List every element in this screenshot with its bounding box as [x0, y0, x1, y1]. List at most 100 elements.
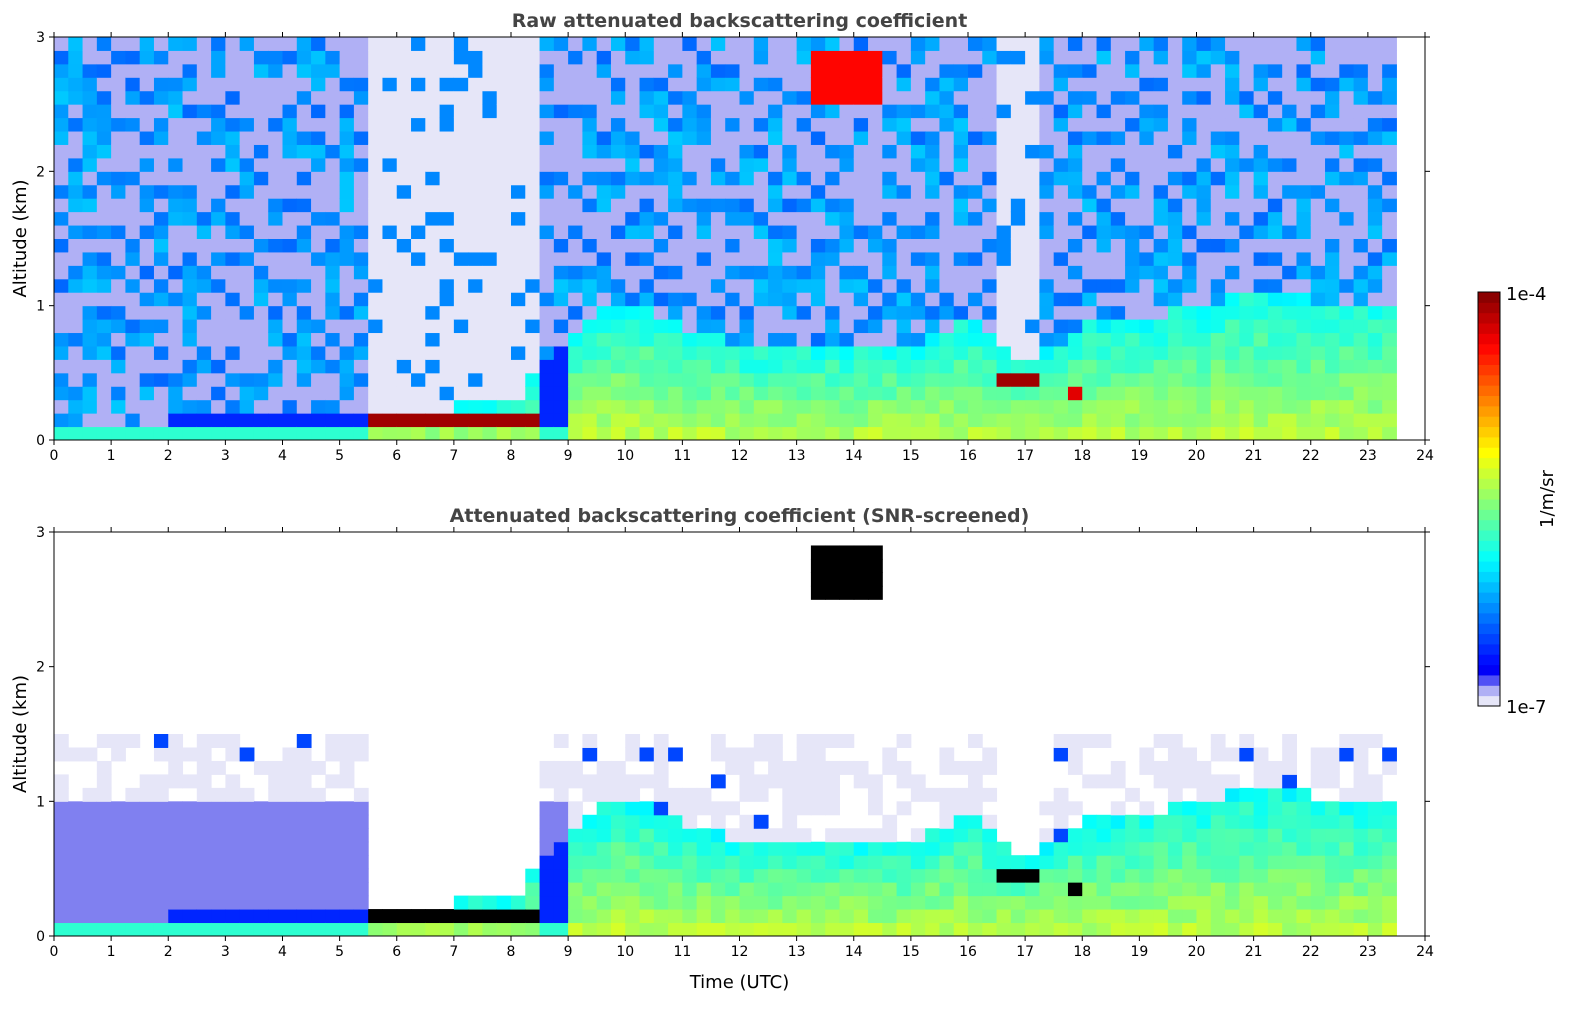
- heatmap-cell: [953, 386, 969, 401]
- heatmap-cell: [882, 372, 898, 387]
- heatmap-cell: [668, 319, 683, 334]
- heatmap-cell: [68, 426, 84, 441]
- heatmap-cell: [768, 104, 783, 119]
- heatmap-cell: [1296, 882, 1312, 897]
- heatmap-cell: [225, 292, 241, 307]
- heatmap-cell: [1153, 292, 1169, 307]
- heatmap-cell: [1182, 868, 1197, 883]
- heatmap-cell: [68, 345, 84, 360]
- heatmap-cell: [568, 841, 583, 856]
- heatmap-cell: [54, 855, 69, 870]
- heatmap-cell: [1096, 225, 1112, 239]
- heatmap-cell: [1339, 801, 1355, 816]
- heatmap-cell: [968, 909, 983, 924]
- heatmap-cell: [1253, 345, 1269, 360]
- heatmap-cell: [1139, 868, 1155, 883]
- heatmap-cell: [539, 278, 555, 293]
- heatmap-cell: [539, 104, 555, 119]
- heatmap-cell: [582, 265, 598, 280]
- heatmap-cell: [1382, 909, 1397, 924]
- heatmap-cell: [1367, 386, 1383, 401]
- heatmap-cell: [1153, 90, 1169, 105]
- heatmap-cell: [782, 372, 798, 387]
- heatmap-cell: [168, 238, 184, 253]
- heatmap-cell: [596, 855, 612, 870]
- heatmap-cell: [582, 319, 598, 334]
- heatmap-cell: [682, 413, 698, 428]
- heatmap-cell: [239, 841, 255, 856]
- heatmap-cell: [125, 319, 141, 334]
- heatmap-cell: [353, 171, 369, 186]
- heatmap-cell: [325, 211, 341, 226]
- heatmap-cell: [839, 734, 855, 748]
- heatmap-cell: [582, 841, 598, 856]
- heatmap-cell: [139, 131, 155, 145]
- heatmap-cell: [82, 117, 98, 132]
- heatmap-cell: [768, 734, 783, 748]
- heatmap-cell: [68, 801, 84, 816]
- heatmap-cell: [939, 117, 955, 132]
- heatmap-cell: [453, 211, 469, 226]
- heatmap-cell: [525, 895, 541, 910]
- heatmap-cell: [653, 922, 669, 937]
- heatmap-cell: [939, 882, 955, 897]
- heatmap-cell: [211, 922, 226, 937]
- heatmap-cell: [1053, 413, 1069, 428]
- heatmap-cell: [582, 77, 598, 92]
- heatmap-cell: [339, 868, 355, 883]
- heatmap-cell: [211, 77, 226, 92]
- heatmap-cell: [1367, 841, 1383, 856]
- heatmap-cell: [1253, 747, 1269, 762]
- heatmap-cell: [925, 184, 940, 199]
- heatmap-cell: [1053, 332, 1069, 347]
- heatmap-cell: [610, 251, 626, 266]
- heatmap-cell: [282, 760, 298, 775]
- heatmap-cell: [796, 841, 812, 856]
- heatmap-cell: [311, 144, 326, 159]
- heatmap-cell: [196, 882, 212, 897]
- heatmap-cell: [668, 426, 683, 441]
- heatmap-cell: [482, 386, 498, 401]
- heatmap-cell: [425, 37, 441, 51]
- heatmap-cell: [496, 198, 512, 213]
- heatmap-cell: [111, 814, 126, 829]
- heatmap-cell: [853, 184, 869, 199]
- x-tick-label: 4: [278, 448, 287, 464]
- heatmap-cell: [939, 345, 955, 360]
- heatmap-cell: [139, 922, 155, 937]
- heatmap-cell: [353, 198, 369, 213]
- heatmap-cell: [1267, 895, 1283, 910]
- heatmap-cell: [868, 774, 883, 789]
- heatmap-cell: [1110, 909, 1126, 924]
- heatmap-cell: [582, 225, 598, 239]
- heatmap-cell: [182, 882, 198, 897]
- heatmap-cell: [653, 184, 669, 199]
- heatmap-cell: [168, 211, 184, 226]
- heatmap-cell: [910, 426, 926, 441]
- heatmap-cell: [710, 278, 726, 293]
- heatmap-cell: [425, 63, 441, 78]
- heatmap-cell: [68, 359, 84, 374]
- heatmap-cell: [68, 855, 84, 870]
- heatmap-cell: [453, 184, 469, 199]
- heatmap-cell: [653, 37, 669, 51]
- heatmap-cell: [1225, 37, 1240, 51]
- heatmap-cell: [696, 413, 712, 428]
- heatmap-cell: [653, 734, 669, 748]
- heatmap-cell: [339, 292, 355, 307]
- heatmap-cell: [311, 77, 326, 92]
- heatmap-cell: [525, 319, 541, 334]
- heatmap-cell: [896, 399, 912, 414]
- heatmap-cell: [468, 319, 483, 334]
- heatmap-cell: [139, 359, 155, 374]
- heatmap-cell: [1325, 760, 1340, 775]
- heatmap-cell: [710, 399, 726, 414]
- heatmap-cell: [1139, 345, 1155, 360]
- heatmap-cell: [1167, 345, 1183, 360]
- heatmap-cell: [396, 63, 412, 78]
- heatmap-cell: [268, 909, 283, 924]
- heatmap-cell: [1225, 426, 1240, 441]
- heatmap-cell: [696, 372, 712, 387]
- heatmap-cell: [839, 225, 855, 239]
- heatmap-cell: [625, 882, 641, 897]
